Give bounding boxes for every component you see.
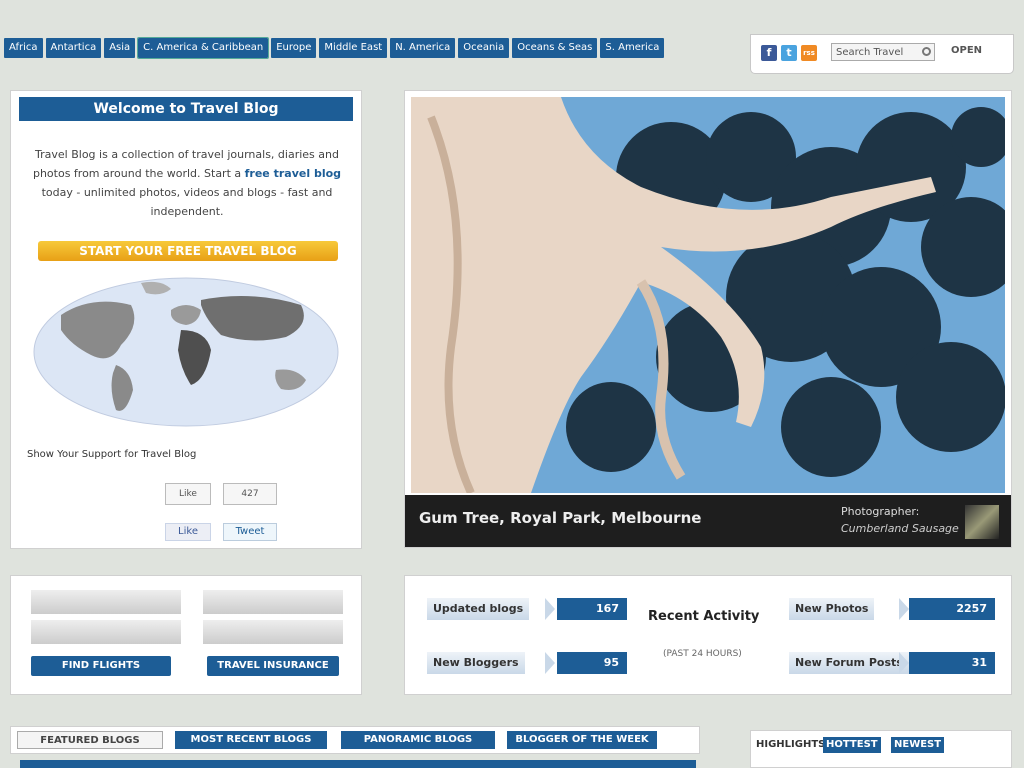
new-bloggers-label: New Bloggers xyxy=(427,652,525,674)
new-forum-posts-label: New Forum Posts xyxy=(789,652,909,674)
arrow-icon xyxy=(545,652,555,674)
photographer-label: Photographer: xyxy=(841,505,920,518)
free-travel-blog-link[interactable]: free travel blog xyxy=(244,167,342,180)
past-24-hours-label: (PAST 24 HOURS) xyxy=(663,649,742,659)
region-south-america-button[interactable]: S. America xyxy=(600,38,665,58)
new-forum-posts-stat[interactable]: 31 New Forum Posts xyxy=(789,652,995,674)
tweet-button[interactable]: Tweet xyxy=(223,523,277,541)
welcome-panel: Welcome to Travel Blog Travel Blog is a … xyxy=(10,90,362,549)
photo-title[interactable]: Gum Tree, Royal Park, Melbourne xyxy=(419,509,702,527)
recent-activity-heading: Recent Activity xyxy=(648,609,760,624)
tab-newest[interactable]: NEWEST xyxy=(891,737,945,753)
updated-blogs-count: 167 xyxy=(557,598,627,620)
tab-most-recent-blogs[interactable]: MOST RECENT BLOGS xyxy=(175,731,327,749)
photographer-info[interactable]: Photographer: Cumberland Sausage xyxy=(841,503,959,537)
rss-icon[interactable]: rss xyxy=(801,45,817,61)
flights-promo-image[interactable] xyxy=(31,620,181,644)
region-asia-button[interactable]: Asia xyxy=(104,38,136,58)
start-free-blog-button[interactable]: START YOUR FREE TRAVEL BLOG xyxy=(38,241,338,261)
arrow-icon xyxy=(545,598,555,620)
updated-blogs-label: Updated blogs xyxy=(427,598,530,620)
new-forum-posts-count: 31 xyxy=(909,652,995,674)
region-nav: Africa Antartica Asia C. America & Carib… xyxy=(4,37,665,59)
new-bloggers-stat[interactable]: 95 New Bloggers xyxy=(427,652,627,674)
region-europe-button[interactable]: Europe xyxy=(271,38,317,58)
welcome-heading: Welcome to Travel Blog xyxy=(19,97,353,121)
top-tools: f t rss Search Travel OPEN xyxy=(750,34,1014,74)
facebook-like-button[interactable]: Like xyxy=(165,523,211,541)
flights-panel: FIND FLIGHTS TRAVEL INSURANCE xyxy=(10,575,362,695)
region-oceans-seas-button[interactable]: Oceans & Seas xyxy=(512,38,598,58)
tab-highlights[interactable]: HIGHLIGHTS xyxy=(756,739,826,750)
photographer-name[interactable]: Cumberland Sausage xyxy=(841,522,959,535)
open-button[interactable]: OPEN xyxy=(951,45,983,56)
travel-insurance-button[interactable]: TRAVEL INSURANCE xyxy=(207,656,339,676)
region-middle-east-button[interactable]: Middle East xyxy=(319,38,388,58)
blog-tabs: FEATURED BLOGS MOST RECENT BLOGS PANORAM… xyxy=(10,726,700,754)
tab-featured-blogs[interactable]: FEATURED BLOGS xyxy=(17,731,163,749)
featured-photo-panel: Gum Tree, Royal Park, Melbourne Photogra… xyxy=(404,90,1012,548)
updated-blogs-stat[interactable]: 167 Updated blogs xyxy=(427,598,627,620)
facebook-icon[interactable]: f xyxy=(761,45,777,61)
search-icon[interactable] xyxy=(922,47,931,56)
support-text: Show Your Support for Travel Blog xyxy=(27,449,197,460)
welcome-text-after: today - unlimited photos, videos and blo… xyxy=(41,186,333,218)
insurance-promo-image[interactable] xyxy=(203,620,343,644)
search-input[interactable]: Search Travel xyxy=(831,43,935,61)
flights-banner-image[interactable] xyxy=(31,590,181,614)
world-map-image[interactable] xyxy=(21,275,351,430)
tab-panoramic-blogs[interactable]: PANORAMIC BLOGS xyxy=(341,731,495,749)
blog-list-header xyxy=(20,760,696,768)
region-antartica-button[interactable]: Antartica xyxy=(45,38,102,58)
photographer-avatar[interactable] xyxy=(965,505,999,539)
tab-blogger-of-the-week[interactable]: BLOGGER OF THE WEEK xyxy=(507,731,657,749)
new-photos-count: 2257 xyxy=(909,598,995,620)
welcome-text-before: Travel Blog is a collection of travel jo… xyxy=(32,148,339,180)
new-photos-label: New Photos xyxy=(789,598,875,620)
arrow-icon xyxy=(899,598,909,620)
twitter-icon[interactable]: t xyxy=(781,45,797,61)
region-north-america-button[interactable]: N. America xyxy=(390,38,456,58)
tab-hottest[interactable]: HOTTEST xyxy=(823,737,881,753)
welcome-text: Travel Blog is a collection of travel jo… xyxy=(27,145,347,221)
photo-caption-bar: Gum Tree, Royal Park, Melbourne Photogra… xyxy=(405,495,1011,547)
find-flights-button[interactable]: FIND FLIGHTS xyxy=(31,656,171,676)
stats-panel: Recent Activity (PAST 24 HOURS) 167 Upda… xyxy=(404,575,1012,695)
region-oceania-button[interactable]: Oceania xyxy=(458,38,510,58)
search-placeholder: Search Travel xyxy=(836,47,904,58)
highlights-tabs: HIGHLIGHTS HOTTEST NEWEST xyxy=(750,730,1012,768)
region-africa-button[interactable]: Africa xyxy=(4,38,43,58)
arrow-icon xyxy=(899,652,909,674)
region-central-america-button[interactable]: C. America & Caribbean xyxy=(137,37,270,59)
insurance-banner-image[interactable] xyxy=(203,590,343,614)
like-count: 427 xyxy=(223,483,277,505)
featured-photo-image[interactable] xyxy=(411,97,1005,493)
new-bloggers-count: 95 xyxy=(557,652,627,674)
new-photos-stat[interactable]: 2257 New Photos xyxy=(789,598,995,620)
like-button[interactable]: Like xyxy=(165,483,211,505)
